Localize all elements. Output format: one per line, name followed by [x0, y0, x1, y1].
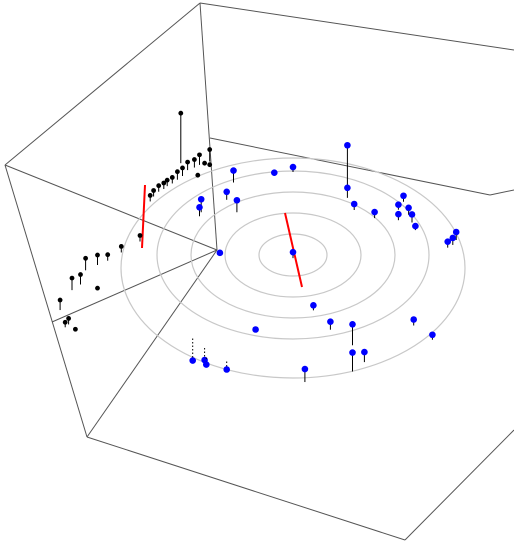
point	[350, 200, 358, 208]
point	[137, 233, 143, 238]
point	[395, 210, 402, 218]
point	[252, 326, 259, 333]
point	[185, 159, 191, 165]
polar-grid	[120, 157, 466, 379]
point	[57, 297, 63, 303]
point	[310, 302, 317, 309]
point	[189, 357, 196, 364]
point	[203, 361, 210, 368]
point	[202, 160, 208, 166]
point	[400, 192, 407, 200]
point	[69, 275, 75, 281]
point	[196, 204, 203, 211]
point	[78, 272, 83, 277]
point	[349, 349, 356, 356]
point	[327, 318, 334, 326]
point	[395, 201, 402, 208]
point	[207, 147, 213, 152]
point	[197, 195, 205, 203]
point	[410, 316, 418, 323]
box	[4, 2, 514, 541]
point	[230, 167, 237, 174]
point	[449, 234, 457, 242]
point	[169, 175, 175, 180]
point	[180, 165, 185, 171]
point	[223, 366, 230, 373]
point	[95, 252, 100, 258]
point	[452, 228, 460, 236]
point	[301, 365, 309, 373]
point	[412, 222, 419, 230]
point	[178, 110, 184, 116]
point	[289, 248, 297, 256]
point	[271, 169, 278, 176]
point	[233, 196, 241, 204]
point	[344, 184, 351, 192]
point	[429, 331, 436, 339]
point	[73, 326, 78, 332]
point	[344, 141, 351, 149]
point	[408, 211, 416, 218]
point	[361, 348, 368, 356]
point	[207, 162, 213, 168]
point	[161, 180, 167, 186]
point	[192, 157, 197, 162]
point	[371, 208, 378, 216]
point	[405, 204, 412, 212]
point	[62, 319, 68, 325]
point	[118, 244, 124, 249]
point	[156, 183, 162, 189]
point	[95, 285, 100, 291]
point	[164, 177, 170, 183]
point	[223, 188, 230, 196]
point	[175, 169, 180, 175]
point	[216, 249, 224, 257]
point	[197, 152, 202, 158]
point	[195, 172, 201, 178]
point	[289, 163, 297, 171]
point	[147, 193, 153, 198]
point	[151, 188, 157, 193]
point	[105, 252, 111, 258]
point	[444, 238, 452, 245]
point	[83, 255, 88, 261]
point	[349, 321, 356, 328]
point	[66, 316, 71, 321]
